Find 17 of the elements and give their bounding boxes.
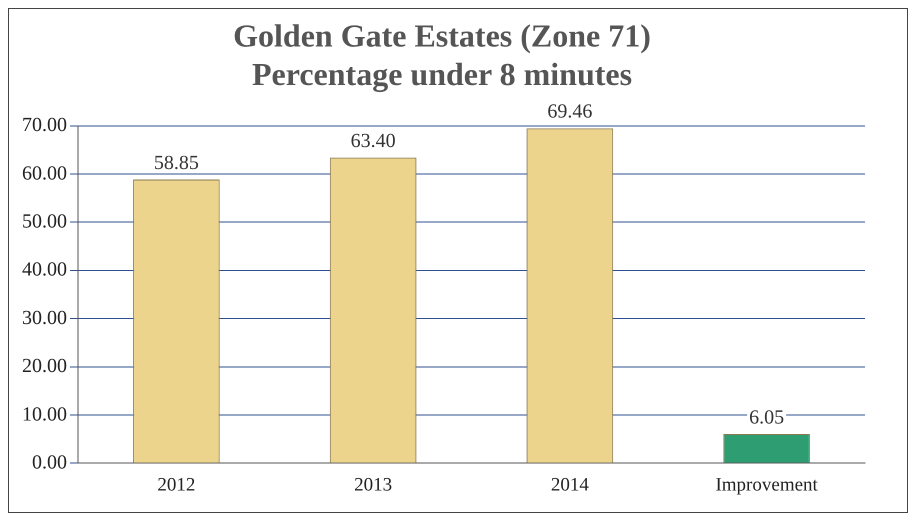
x-tick-label: 2012 — [157, 474, 196, 496]
data-label: 69.46 — [547, 100, 592, 123]
x-tick-label: 2014 — [550, 474, 590, 496]
y-tick-label: 20.00 — [22, 355, 67, 378]
y-tick-label: 40.00 — [22, 258, 67, 281]
x-tick-label: 2013 — [354, 474, 392, 496]
data-label: 6.05 — [749, 406, 784, 428]
y-tick-label: 30.00 — [22, 306, 67, 329]
y-tick-label: 70.00 — [22, 114, 67, 136]
chart-title: Golden Gate Estates (Zone 71) Percentage under 8 minutes — [233, 17, 651, 93]
y-tick-label: 60.00 — [22, 162, 67, 184]
y-tick-label: 50.00 — [22, 210, 67, 232]
y-tick-label: 10.00 — [22, 403, 67, 426]
x-tick-label: Improvement — [715, 474, 819, 496]
data-label: 58.85 — [154, 152, 199, 174]
y-tick-label: 0.00 — [32, 451, 67, 474]
data-label: 63.40 — [350, 130, 396, 152]
